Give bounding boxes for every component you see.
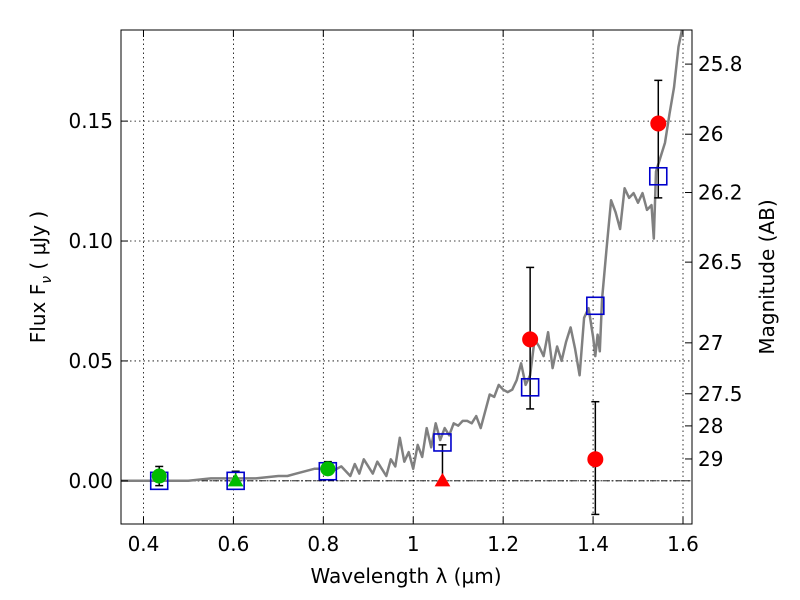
- y-axis-label: Flux Fν ( μJy ): [26, 211, 55, 343]
- right-tick-label: 26.5: [698, 250, 743, 274]
- x-tick-label: 0.6: [217, 532, 249, 556]
- model-spectrum-line: [121, 30, 684, 483]
- synthetic-photometry-square: [433, 433, 452, 452]
- x-tick-label: 1.6: [667, 532, 699, 556]
- observed-detection-point: [650, 115, 667, 132]
- x-axis-label: Wavelength λ (μm): [310, 564, 501, 588]
- y-axis-label-unit: ( μJy ): [26, 211, 50, 276]
- y-tick-label: 0.05: [68, 349, 113, 373]
- y-tick-label: 0.10: [68, 229, 113, 253]
- right-tick-label: 28: [698, 414, 723, 438]
- right-tick-label: 27.5: [698, 382, 743, 406]
- right-tick-label: 25.8: [698, 52, 743, 76]
- right-tick-label: 26: [698, 122, 723, 146]
- y-tick-label: 0.15: [68, 109, 113, 133]
- right-tick-label: 27: [698, 331, 723, 355]
- observed-upper-limit-marker: [434, 472, 451, 487]
- ticks: 0.4 0.6 0.8 1 1.2 1.4 1.6 0.00 0.05 0.10 0.15 25.8 2…: [68, 30, 743, 556]
- optical-detection-point: [151, 468, 167, 484]
- right-axis-label: Magnitude (AB): [755, 199, 779, 354]
- x-tick-label: 1.2: [487, 532, 519, 556]
- right-tick-label: 29: [698, 447, 723, 471]
- synthetic-photometry-square: [648, 166, 668, 186]
- plot-area: [121, 30, 692, 524]
- plot-frame: [120, 29, 693, 525]
- y-axis-label-subscript: ν: [39, 276, 55, 284]
- observed-detection-point: [522, 331, 539, 348]
- optical-detection-point: [320, 461, 336, 477]
- right-tick-label: 26.2: [698, 181, 743, 205]
- marker-layer: [149, 115, 668, 491]
- x-tick-label: 0.4: [128, 532, 160, 556]
- model-spectrum-layer: [121, 30, 684, 483]
- synthetic-photometry-square: [586, 296, 605, 316]
- observed-detection-point: [587, 451, 604, 468]
- synthetic-photometry-square: [226, 471, 245, 491]
- x-tick-label: 0.8: [307, 532, 339, 556]
- synthetic-photometry-square: [520, 378, 540, 397]
- y-axis-label-main: Flux F: [26, 284, 50, 343]
- x-tick-label: 1: [407, 532, 420, 556]
- y-tick-label: 0.00: [68, 469, 113, 493]
- x-tick-label: 1.4: [577, 532, 609, 556]
- optical-upper-limit-marker: [227, 472, 244, 487]
